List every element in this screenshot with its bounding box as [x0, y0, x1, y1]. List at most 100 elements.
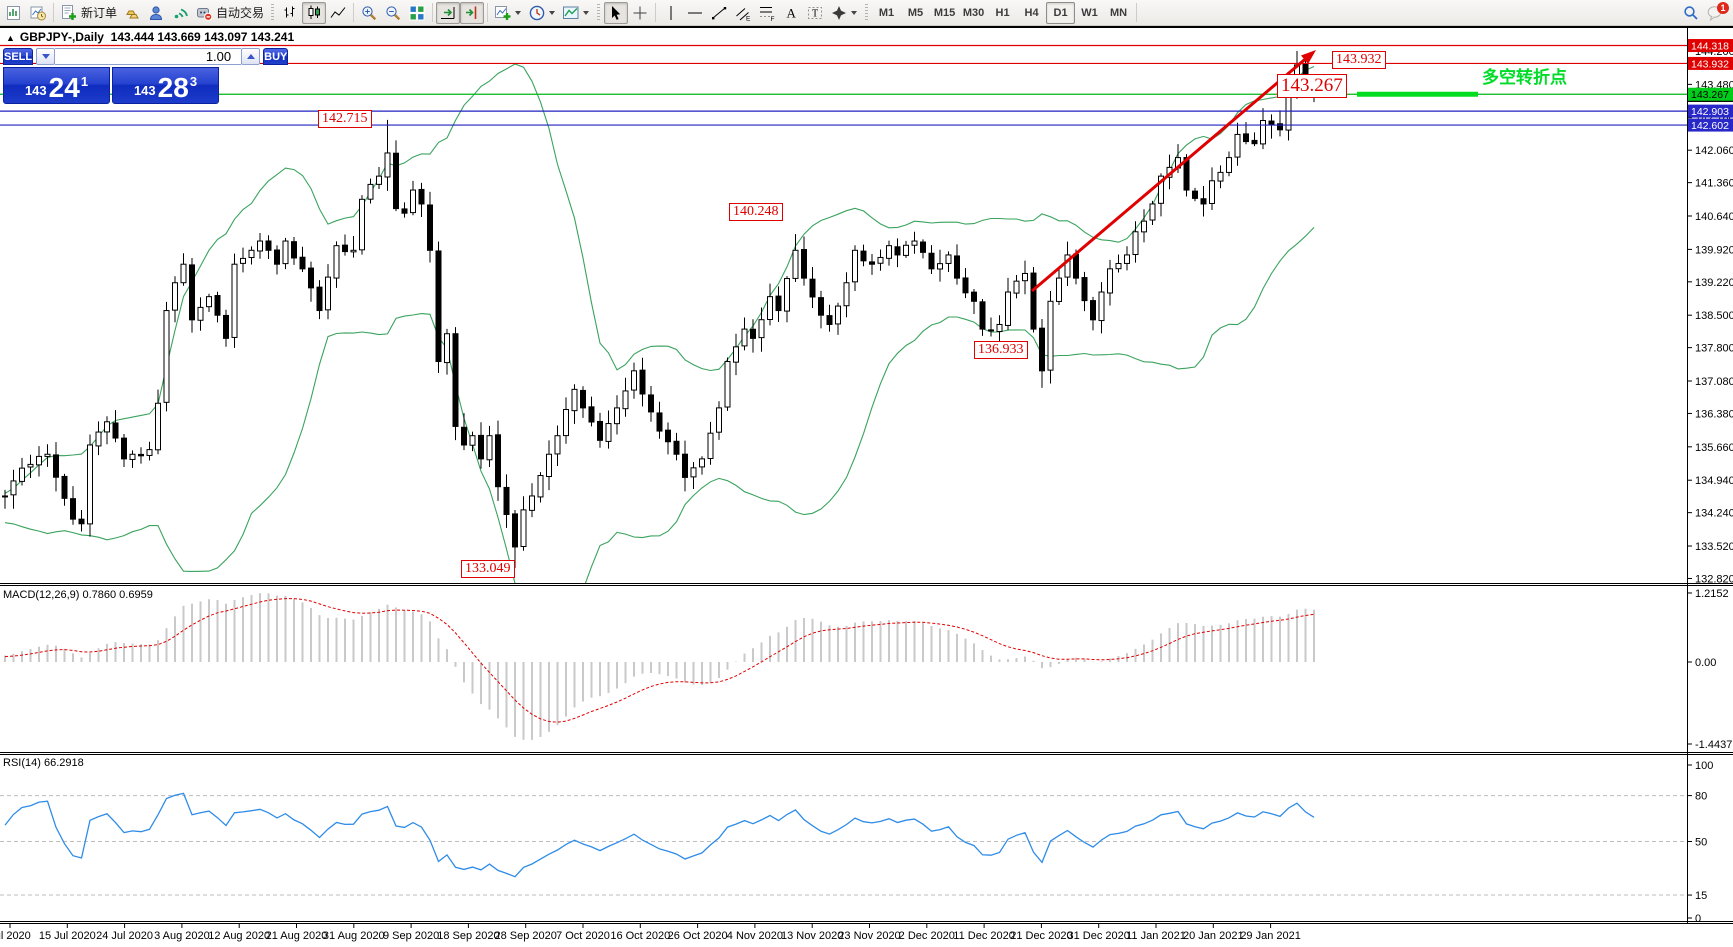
- svg-text:140.640: 140.640: [1695, 211, 1733, 223]
- profiles-icon: [30, 6, 46, 20]
- timeframe-button-M1[interactable]: M1: [878, 6, 895, 19]
- timeframe-button-H1[interactable]: H1: [995, 6, 1010, 19]
- arrows-button[interactable]: [827, 2, 861, 24]
- equidistant-channel-button[interactable]: E: [731, 2, 755, 24]
- buy-price-big: 28: [157, 72, 189, 103]
- svg-text:136.380: 136.380: [1695, 408, 1733, 420]
- axes: 144.200143.480142.760142.060141.360140.6…: [0, 46, 1733, 942]
- zoom-in-icon: [362, 5, 377, 20]
- svg-text:Jul 2020: Jul 2020: [0, 930, 31, 942]
- horizontal-line-button[interactable]: [683, 2, 707, 24]
- zoom-out-button[interactable]: [381, 2, 405, 24]
- svg-text:142.060: 142.060: [1695, 145, 1733, 157]
- svg-text:A: A: [787, 5, 797, 20]
- equidistant-channel-icon: E: [736, 7, 751, 22]
- svg-text:9 Sep 2020: 9 Sep 2020: [383, 930, 439, 942]
- search-button[interactable]: [1679, 2, 1703, 24]
- svg-text:T: T: [812, 8, 818, 19]
- triangle-up-icon: [246, 50, 255, 59]
- periods-dropdown[interactable]: [549, 11, 556, 18]
- svg-text:16 Oct 2020: 16 Oct 2020: [610, 930, 670, 942]
- svg-text:142.602: 142.602: [1691, 120, 1729, 132]
- volume-input[interactable]: [55, 48, 242, 65]
- buy-price-prefix: 143: [133, 83, 156, 98]
- chart-canvas[interactable]: 144.200143.480142.760142.060141.360140.6…: [0, 26, 1733, 947]
- candlestick-chart-button[interactable]: [302, 1, 327, 24]
- text-button[interactable]: A: [779, 2, 803, 24]
- indicators-dropdown[interactable]: [515, 11, 522, 18]
- svg-text:135.660: 135.660: [1695, 442, 1733, 454]
- svg-text:80: 80: [1695, 791, 1707, 803]
- svg-text:143.267: 143.267: [1691, 89, 1729, 101]
- triangle-down-icon: [41, 54, 50, 63]
- crosshair-icon: [633, 6, 647, 19]
- svg-text:141.360: 141.360: [1695, 178, 1733, 190]
- svg-text:7 Oct 2020: 7 Oct 2020: [556, 930, 610, 942]
- timeframe-button-MN[interactable]: MN: [1109, 6, 1128, 19]
- buy-price-display[interactable]: 143 28 3: [112, 67, 219, 104]
- rsi-pane: [4, 792, 1315, 878]
- svg-text:20 Jan 2021: 20 Jan 2021: [1183, 930, 1244, 942]
- timeframe-button-H4[interactable]: H4: [1024, 6, 1039, 19]
- svg-text:143.932: 143.932: [1691, 58, 1729, 70]
- search-icon: [1684, 5, 1698, 20]
- profiles-button[interactable]: [26, 2, 50, 24]
- svg-text:-1.4437: -1.4437: [1695, 739, 1732, 751]
- timeframe-button-W1[interactable]: W1: [1081, 6, 1098, 19]
- trendline-button[interactable]: [707, 2, 731, 24]
- new-order-button[interactable]: 新订单: [57, 2, 120, 24]
- crosshair-button[interactable]: [628, 2, 652, 24]
- timeframe-button-M30[interactable]: M30: [962, 6, 985, 19]
- timeframe-button-D1[interactable]: D1: [1046, 1, 1076, 24]
- signal-icon: [174, 8, 188, 18]
- tile-windows-button[interactable]: [405, 2, 429, 24]
- svg-text:13 Nov 2020: 13 Nov 2020: [781, 930, 843, 942]
- periods-button[interactable]: [525, 2, 559, 24]
- auto-scroll-button[interactable]: [436, 1, 461, 24]
- cursor-button[interactable]: [604, 1, 629, 24]
- templates-dropdown[interactable]: [583, 11, 590, 18]
- bar-chart-button[interactable]: [278, 2, 302, 24]
- templates-button[interactable]: [559, 2, 593, 24]
- svg-text:100: 100: [1695, 760, 1713, 772]
- svg-text:139.920: 139.920: [1695, 244, 1733, 256]
- tile-windows-icon: [409, 5, 425, 21]
- buy-button[interactable]: BUY: [263, 48, 289, 65]
- line-chart-button[interactable]: [326, 2, 350, 24]
- vertical-line-button[interactable]: [659, 2, 683, 24]
- text-label-button[interactable]: T: [803, 2, 827, 24]
- fibonacci-icon: F: [760, 6, 775, 22]
- metaeditor-button[interactable]: [120, 2, 144, 24]
- sell-price-display[interactable]: 143 24 1: [3, 67, 110, 104]
- svg-text:23 Nov 2020: 23 Nov 2020: [838, 930, 900, 942]
- new-order-icon: [62, 4, 76, 20]
- chart-shift-button[interactable]: [460, 1, 485, 24]
- volume-decrease-button[interactable]: [36, 48, 56, 65]
- text-icon: A: [787, 5, 797, 20]
- volume-increase-button[interactable]: [241, 48, 261, 65]
- auto-scroll-icon: [441, 6, 455, 19]
- notification-badge: 1: [1717, 1, 1729, 14]
- signals-button[interactable]: [168, 2, 192, 24]
- timeframe-button-M15[interactable]: M15: [933, 6, 956, 19]
- indicators-button[interactable]: [491, 2, 525, 24]
- notifications-button[interactable]: 1: [1703, 1, 1729, 24]
- arrows-dropdown[interactable]: [851, 11, 858, 18]
- autotrading-button[interactable]: 自动交易: [192, 2, 267, 24]
- sell-button[interactable]: SELL: [3, 48, 34, 65]
- gold-ingots-icon: [126, 10, 139, 18]
- new-chart-button[interactable]: [2, 2, 26, 24]
- svg-text:137.080: 137.080: [1695, 376, 1733, 388]
- templates-icon: [563, 6, 579, 19]
- horizontal-lines: [0, 44, 1687, 126]
- svg-text:0.00: 0.00: [1695, 657, 1716, 669]
- community-button[interactable]: [144, 2, 168, 24]
- svg-text:31 Dec 2020: 31 Dec 2020: [1068, 930, 1130, 942]
- svg-text:2 Dec 2020: 2 Dec 2020: [899, 930, 955, 942]
- svg-text:0: 0: [1695, 913, 1701, 925]
- svg-text:142.903: 142.903: [1691, 106, 1729, 118]
- fibonacci-button[interactable]: F: [755, 2, 779, 24]
- timeframe-button-M5[interactable]: M5: [907, 6, 924, 19]
- zoom-in-button[interactable]: [357, 2, 381, 24]
